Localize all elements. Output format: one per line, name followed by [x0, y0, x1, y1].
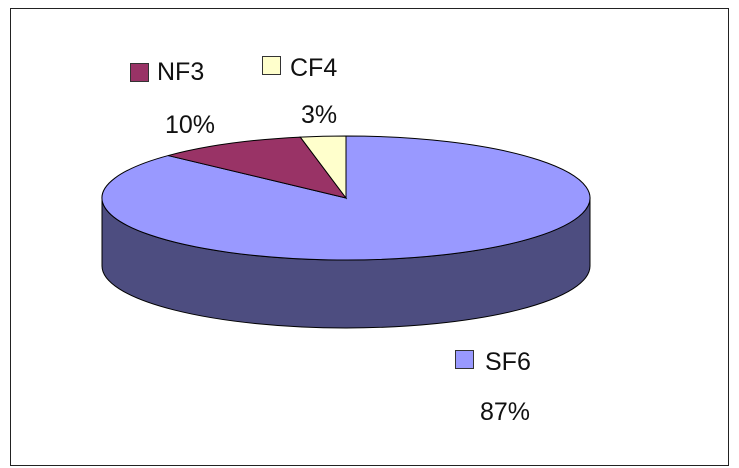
nf3-swatch: [130, 63, 149, 82]
sf6-label: SF6: [485, 348, 531, 376]
slice-nf3: [168, 136, 348, 199]
nf3-percent: 10%: [165, 111, 216, 139]
cf4-percent: 3%: [301, 101, 338, 129]
sf6-percent: 87%: [480, 398, 531, 426]
nf3-label: NF3: [157, 58, 205, 86]
slice-cf4: [299, 135, 347, 200]
cf4-label: CF4: [290, 54, 338, 82]
sf6-swatch: [455, 350, 474, 369]
cf4-swatch: [262, 56, 281, 75]
